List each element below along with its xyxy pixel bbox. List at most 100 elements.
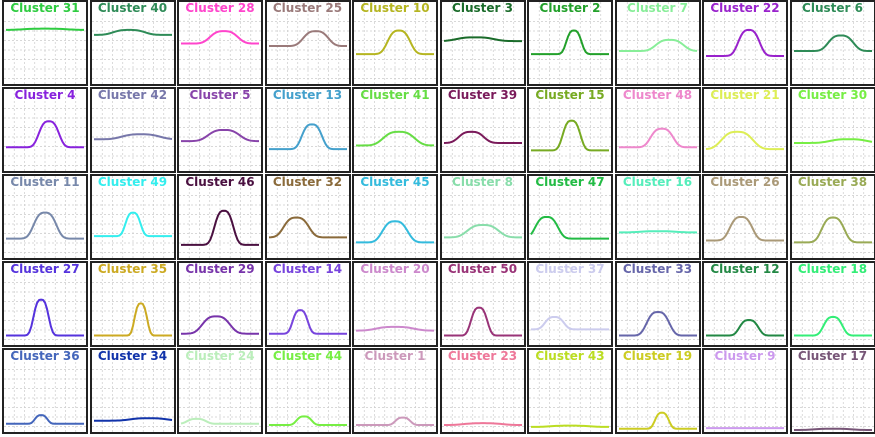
cluster-plot: [616, 350, 699, 432]
cluster-series-line: [706, 319, 784, 337]
cluster-title: Cluster 12: [710, 262, 780, 276]
cluster-panel: Cluster 49: [89, 174, 176, 260]
cluster-plot: [4, 89, 86, 171]
cluster-title: Cluster 28: [185, 1, 255, 15]
cluster-panel: Cluster 3: [439, 0, 526, 86]
cluster-title: Cluster 46: [185, 175, 255, 189]
cluster-title: Cluster 32: [272, 175, 343, 189]
cluster-plot: [266, 350, 349, 432]
cluster-title: Cluster 34: [97, 349, 168, 363]
cluster-series-line: [706, 28, 784, 57]
cluster-title: Cluster 2: [539, 1, 601, 15]
cluster-series-line: [93, 133, 172, 141]
cluster-title: Cluster 49: [97, 175, 168, 189]
cluster-panel: Cluster 33: [614, 261, 701, 347]
cluster-panel: Cluster 14: [264, 261, 351, 347]
cluster-title: Cluster 26: [710, 175, 780, 189]
cluster-title: Cluster 40: [97, 1, 168, 15]
cluster-title: Cluster 15: [535, 88, 605, 102]
cluster-panel: Cluster 47: [527, 174, 613, 260]
cluster-panel: Cluster 38: [789, 174, 875, 260]
cluster-series-line: [181, 128, 260, 143]
cluster-panel: Cluster 9: [702, 348, 788, 434]
cluster-panel: Cluster 44: [264, 348, 351, 434]
cluster-plot: [441, 89, 524, 171]
cluster-title: Cluster 5: [189, 88, 251, 102]
cluster-title: Cluster 29: [185, 262, 255, 276]
cluster-title: Cluster 33: [622, 262, 693, 276]
cluster-series-line: [181, 209, 259, 246]
cluster-plot: [266, 263, 349, 345]
cluster-title: Cluster 35: [97, 262, 168, 276]
cluster-panel: Cluster 17: [789, 348, 875, 434]
cluster-title: Cluster 13: [272, 88, 343, 102]
cluster-series-line: [618, 411, 697, 430]
cluster-plot: [91, 2, 174, 84]
cluster-title: Cluster 20: [360, 262, 430, 276]
cluster-series-line: [268, 415, 347, 427]
cluster-title: Cluster 3: [452, 1, 513, 15]
cluster-title: Cluster 38: [797, 175, 868, 189]
cluster-plot: [791, 89, 874, 171]
cluster-plot: [266, 176, 349, 258]
cluster-plot: [179, 89, 261, 171]
cluster-title: Cluster 36: [10, 349, 80, 363]
cluster-title: Cluster 11: [10, 175, 80, 189]
cluster-plot: [704, 176, 786, 258]
cluster-title: Cluster 23: [447, 349, 518, 363]
cluster-title: Cluster 14: [272, 262, 343, 276]
cluster-series-line: [5, 27, 85, 31]
cluster-plot: [266, 2, 349, 84]
cluster-plot: [529, 350, 611, 432]
cluster-series-line: [6, 414, 84, 425]
cluster-plot: [791, 263, 874, 345]
cluster-series-line: [268, 123, 347, 151]
cluster-plot: [441, 2, 524, 84]
cluster-plot: [91, 263, 174, 345]
cluster-plot: [704, 263, 786, 345]
cluster-plot: [616, 2, 699, 84]
cluster-series-line: [356, 29, 434, 56]
cluster-panel: Cluster 20: [352, 261, 438, 347]
cluster-panel: Cluster 5: [177, 87, 263, 173]
cluster-plot: [91, 350, 174, 432]
cluster-panel: Cluster 18: [789, 261, 875, 347]
cluster-series-line: [443, 306, 522, 337]
cluster-series-line: [618, 127, 697, 149]
cluster-plot: [441, 263, 524, 345]
cluster-series-line: [443, 130, 522, 144]
cluster-plot: [704, 89, 786, 171]
cluster-plot: [791, 176, 874, 258]
cluster-plot: [354, 2, 436, 84]
cluster-panel: Cluster 27: [2, 261, 88, 347]
cluster-plot: [791, 2, 874, 84]
cluster-series-line: [356, 220, 434, 244]
cluster-series-line: [705, 130, 784, 151]
cluster-panel: Cluster 40: [89, 0, 176, 86]
cluster-series-line: [93, 302, 172, 337]
cluster-series-line: [793, 138, 872, 144]
cluster-plot: [179, 2, 261, 84]
cluster-panel: Cluster 23: [439, 348, 526, 434]
cluster-panel: Cluster 2: [527, 0, 613, 86]
cluster-plot: [441, 176, 524, 258]
cluster-series-line: [268, 309, 347, 335]
cluster-title: Cluster 6: [802, 1, 863, 15]
cluster-title: Cluster 4: [14, 88, 76, 102]
cluster-plot: [91, 176, 174, 258]
cluster-plot: [791, 350, 874, 432]
cluster-title: Cluster 22: [710, 1, 780, 15]
cluster-panel: Cluster 31: [2, 0, 88, 86]
cluster-plot: [179, 350, 261, 432]
cluster-panel: Cluster 35: [89, 261, 176, 347]
cluster-title: Cluster 17: [797, 349, 868, 363]
cluster-series-line: [93, 28, 172, 36]
cluster-plot: [616, 176, 699, 258]
cluster-panel: Cluster 6: [789, 0, 875, 86]
cluster-panel: Cluster 43: [527, 348, 613, 434]
cluster-title: Cluster 9: [714, 349, 776, 363]
cluster-title: Cluster 18: [797, 262, 868, 276]
cluster-panel: Cluster 45: [352, 174, 438, 260]
cluster-series-line: [356, 130, 435, 147]
cluster-plot: [616, 263, 699, 345]
